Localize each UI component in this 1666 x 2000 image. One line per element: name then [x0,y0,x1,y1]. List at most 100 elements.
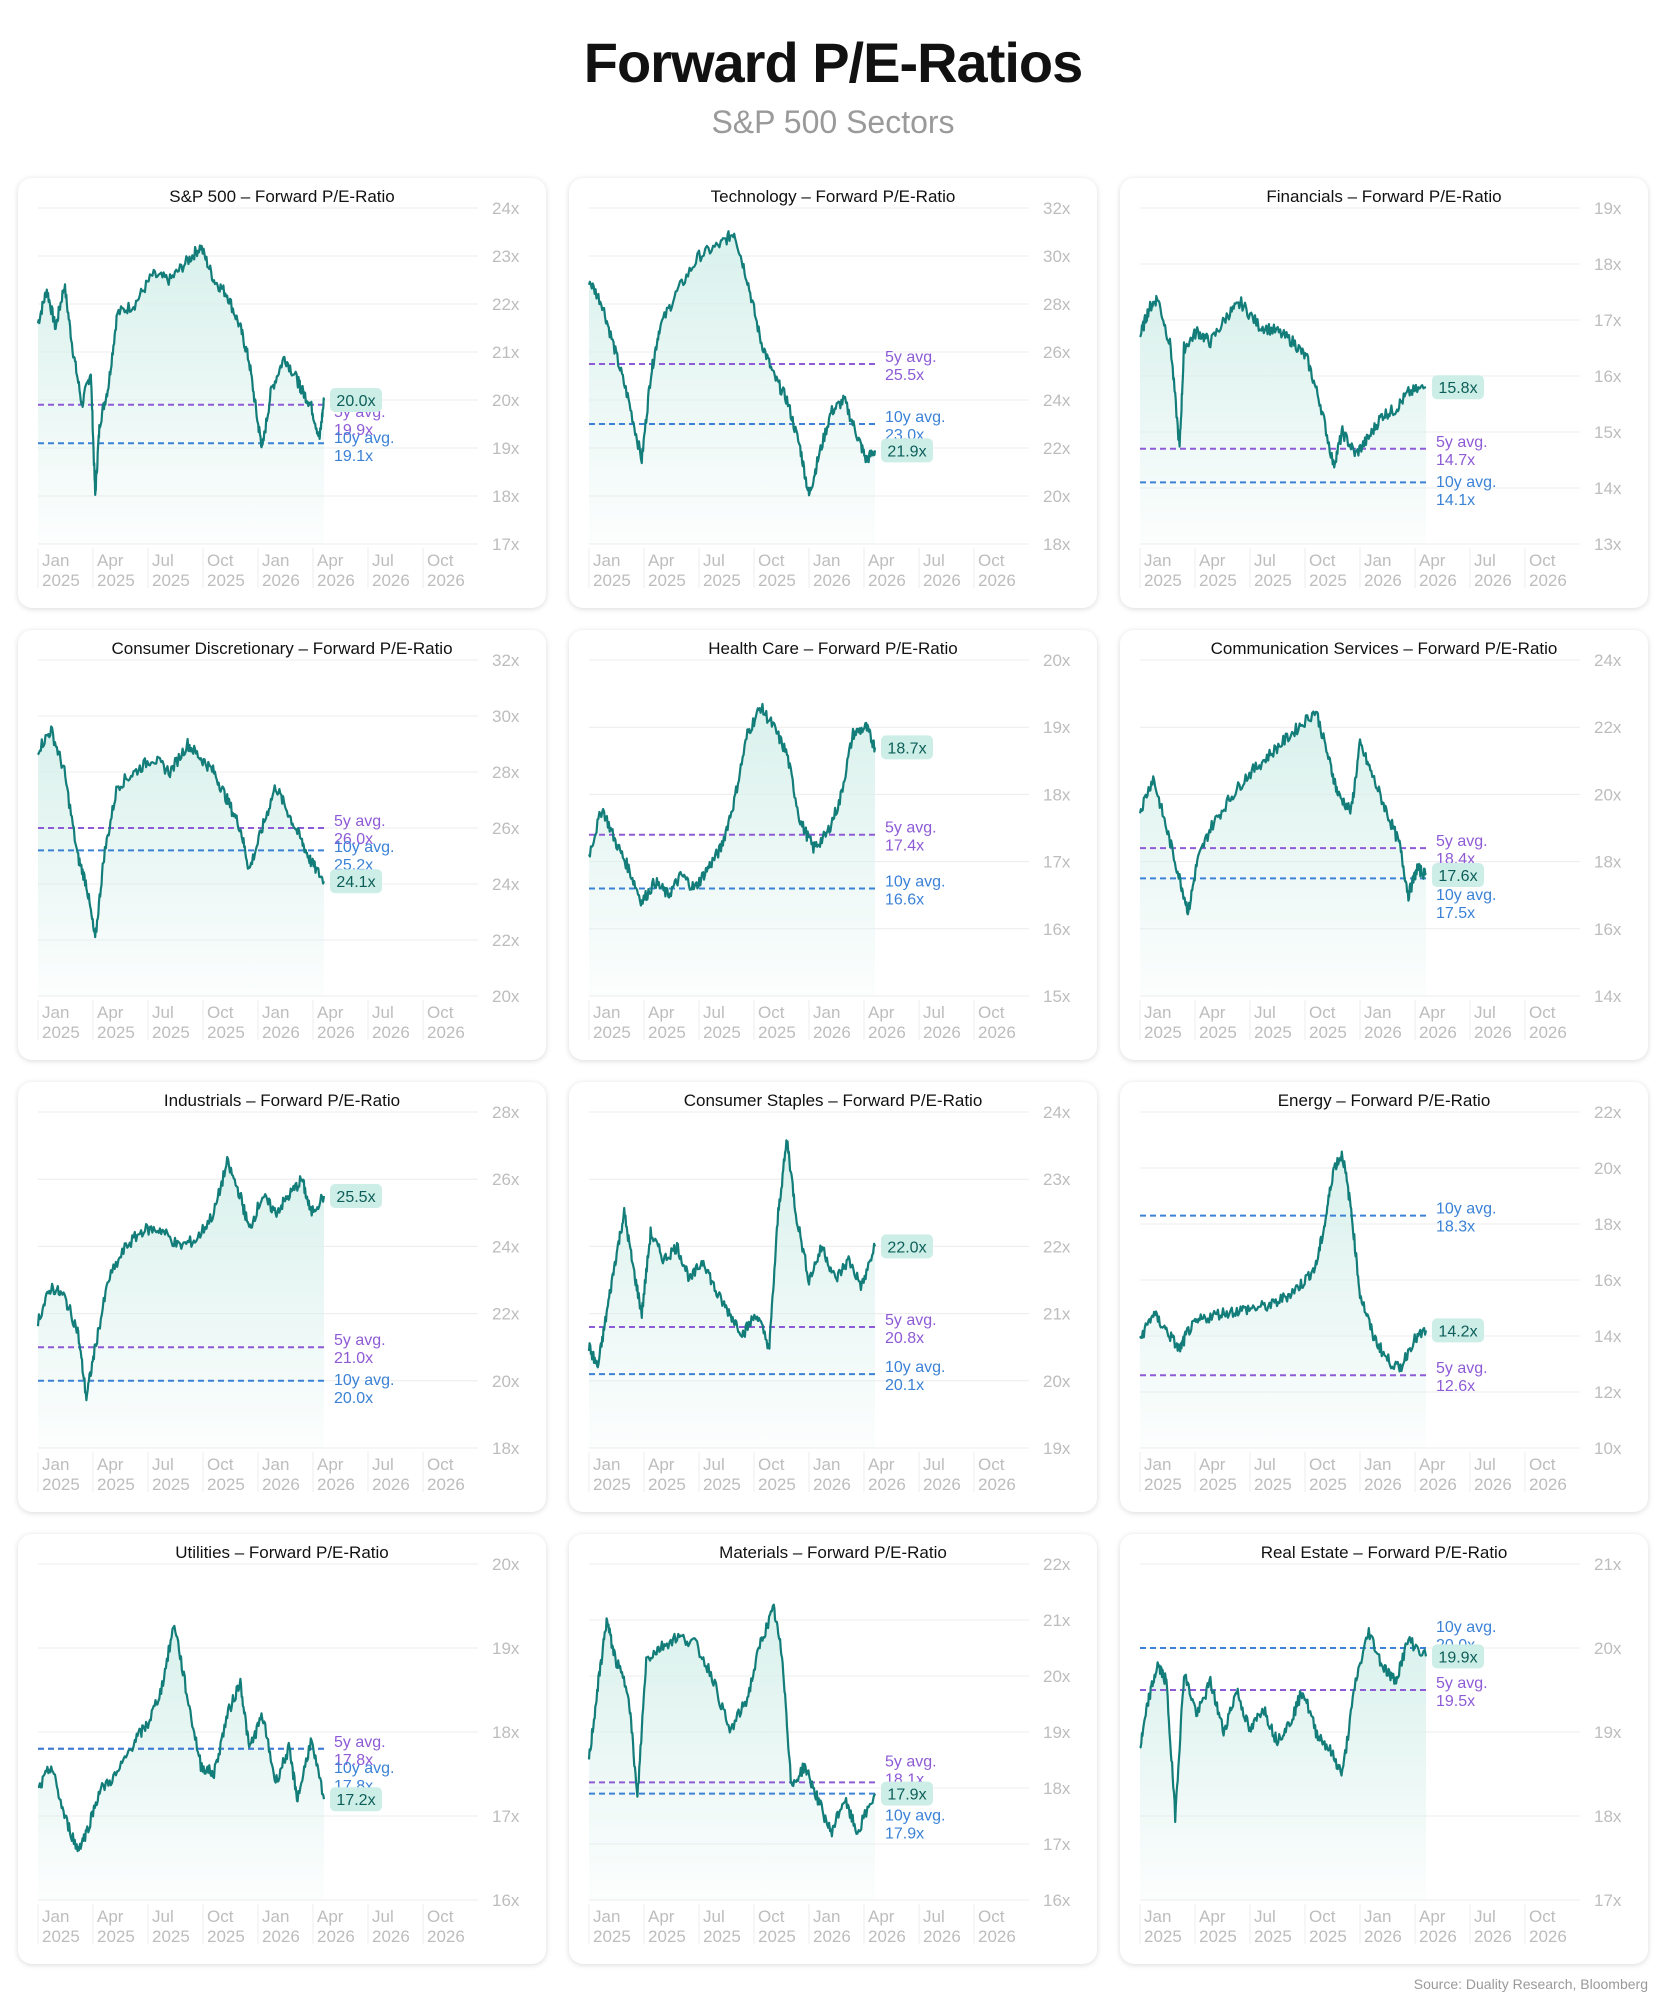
x-tick-year: 2026 [1364,1023,1402,1042]
x-tick-year: 2025 [97,1023,135,1042]
y-tick-label: 21x [492,343,520,362]
x-tick-month: Apr [317,1003,344,1022]
x-tick-year: 2026 [372,1927,410,1946]
x-tick-month: Apr [868,1003,895,1022]
avg-5y-value: 17.8x [334,1752,373,1769]
series-line [587,702,877,907]
x-tick-year: 2025 [758,571,796,590]
y-tick-label: 16x [1043,920,1071,939]
avg-10y-label: 10y avg. [1436,1201,1496,1218]
last-value-badge [330,1787,382,1812]
avg-10y-label: 10y avg. [1436,887,1496,904]
source-note: Source: Duality Research, Bloomberg [1413,1976,1648,1992]
x-tick-year: 2026 [372,1475,410,1494]
x-tick-month: Oct [1529,1003,1556,1022]
y-tick-label: 20x [1043,651,1071,670]
y-tick-label: 23x [492,247,520,266]
chart-svg: Technology – Forward P/E-Ratio 32x 30x 28x 2… [587,187,1071,590]
x-tick-year: 2026 [262,571,300,590]
x-tick-month: Jan [813,551,840,570]
x-tick-year: 2026 [427,1023,465,1042]
y-tick-label: 18x [1043,785,1071,804]
avg-5y-value: 17.4x [885,838,924,855]
x-tick-month: Jul [923,551,945,570]
x-tick-year: 2026 [1419,571,1457,590]
x-tick-month: Oct [207,1455,234,1474]
x-tick-month: Jan [42,1455,69,1474]
x-tick-month: Jul [152,551,174,570]
x-tick-year: 2025 [1309,571,1347,590]
x-tick-month: Jan [1364,551,1391,570]
x-tick-month: Oct [1309,1003,1336,1022]
y-tick-label: 32x [1043,199,1071,218]
y-tick-label: 22x [492,931,520,950]
avg-5y-label: 5y avg. [334,1734,386,1751]
y-tick-label: 21x [1043,1305,1071,1324]
y-tick-label: 17x [492,535,520,554]
x-tick-month: Jan [42,551,69,570]
x-tick-month: Oct [758,1003,785,1022]
y-tick-label: 20x [1043,1667,1071,1686]
y-tick-label: 20x [492,1372,520,1391]
x-tick-year: 2026 [427,1475,465,1494]
last-value-label: 14.2x [1438,1323,1477,1340]
y-tick-label: 14x [1594,1327,1622,1346]
y-tick-label: 13x [1594,535,1622,554]
x-tick-year: 2025 [758,1023,796,1042]
x-tick-month: Apr [1419,1455,1446,1474]
x-tick-year: 2025 [42,1927,80,1946]
y-tick-label: 18x [492,487,520,506]
chart-title: Energy – Forward P/E-Ratio [1278,1091,1491,1110]
x-tick-year: 2025 [1254,571,1292,590]
x-tick-year: 2026 [813,571,851,590]
y-tick-label: 20x [1043,487,1071,506]
chart-title: Utilities – Forward P/E-Ratio [175,1543,389,1562]
y-tick-label: 19x [1043,1439,1071,1458]
y-tick-label: 28x [1043,295,1071,314]
x-tick-year: 2026 [1419,1023,1457,1042]
last-value-badge [1432,1644,1484,1669]
x-tick-month: Apr [648,551,675,570]
last-value-badge [330,869,382,894]
x-tick-month: Jan [593,1455,620,1474]
avg-10y-label: 10y avg. [885,409,945,426]
x-tick-year: 2025 [97,571,135,590]
y-tick-label: 28x [492,1103,520,1122]
avg-10y-label: 10y avg. [334,1372,394,1389]
x-tick-month: Jan [262,1455,289,1474]
last-value-label: 24.1x [336,874,375,891]
series-area [1140,711,1426,996]
avg-5y-value: 14.7x [1436,452,1475,469]
avg-5y-value: 12.6x [1436,1378,1475,1395]
last-value-label: 21.9x [887,443,926,460]
y-tick-label: 20x [492,987,520,1006]
y-tick-label: 24x [1594,651,1622,670]
x-tick-month: Jul [703,1455,725,1474]
x-tick-month: Jul [152,1003,174,1022]
x-tick-year: 2025 [703,571,741,590]
x-tick-year: 2026 [262,1927,300,1946]
avg-10y-value: 17.5x [1436,905,1475,922]
y-tick-label: 18x [492,1723,520,1742]
avg-5y-value: 19.5x [1436,1693,1475,1710]
x-tick-month: Jan [42,1907,69,1926]
x-tick-year: 2025 [152,1927,190,1946]
y-tick-label: 22x [492,1305,520,1324]
x-tick-year: 2025 [1144,571,1182,590]
y-tick-label: 18x [1594,853,1622,872]
y-tick-label: 19x [1594,199,1622,218]
x-tick-month: Jan [593,551,620,570]
x-tick-month: Jul [1254,1455,1276,1474]
x-tick-year: 2026 [923,1475,961,1494]
avg-10y-label: 10y avg. [1436,474,1496,491]
series-area [589,1140,875,1448]
x-tick-month: Jul [703,551,725,570]
x-tick-year: 2025 [1199,1927,1237,1946]
chart-card: Consumer Staples – Forward P/E-Ratio 24x 2… [569,1082,1097,1512]
x-tick-month: Jul [1474,1455,1496,1474]
last-value-label: 20.0x [336,393,375,410]
avg-10y-value: 19.1x [334,448,373,465]
y-tick-label: 19x [1043,718,1071,737]
y-tick-label: 17x [492,1807,520,1826]
y-tick-label: 20x [492,1555,520,1574]
